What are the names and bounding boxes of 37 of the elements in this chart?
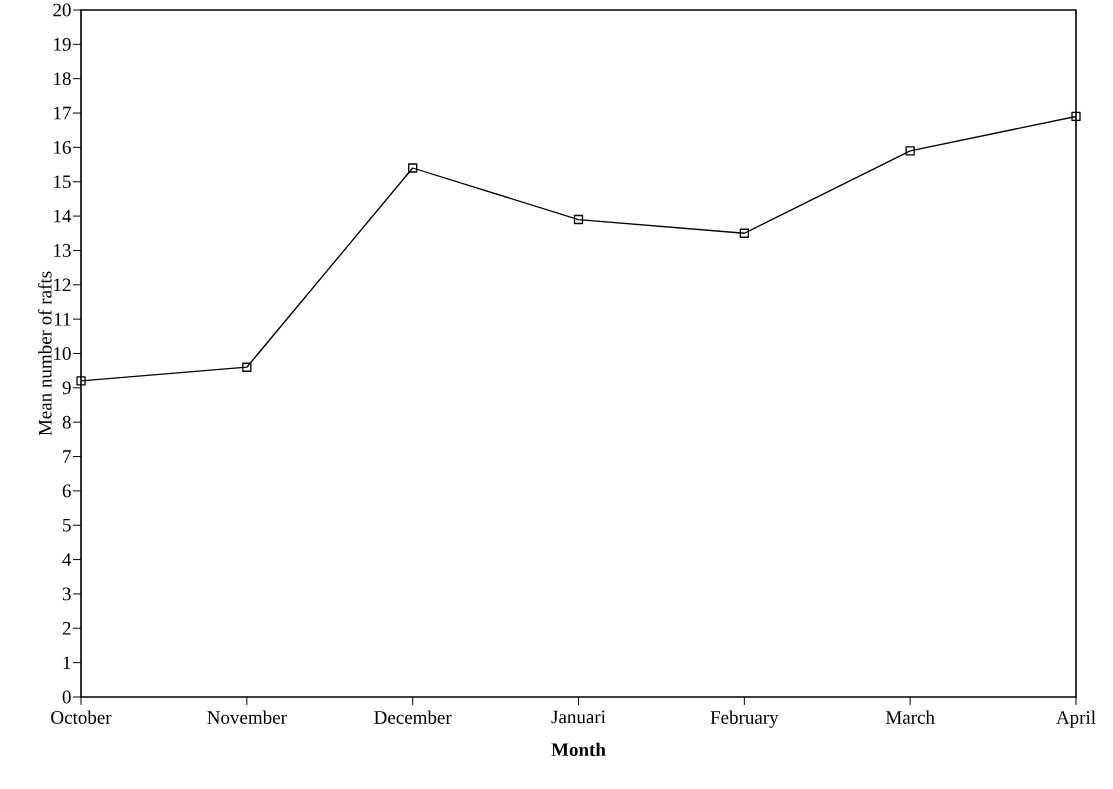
point [408, 163, 418, 173]
x-tick-label: December [374, 710, 452, 724]
x-axis-title: Month [551, 742, 606, 757]
y-tick-label: 12 [54, 278, 71, 292]
y-tick-label: 6 [62, 484, 71, 498]
point [242, 362, 252, 372]
point [905, 146, 915, 156]
y-tick-label: 19 [54, 37, 71, 51]
x-tick-label: November [207, 710, 287, 724]
point [573, 214, 584, 225]
x-tick-label: April [1056, 710, 1096, 728]
y-tick-label: 20 [53, 3, 71, 17]
y-tick-label: 9 [62, 381, 71, 395]
y-tick-label: 3 [62, 587, 71, 601]
y-tick-label: 5 [63, 518, 71, 532]
y-tick-label: 18 [54, 72, 71, 86]
x-tick-label: Januari [551, 710, 606, 724]
point [1071, 111, 1081, 122]
y-tick-label: 0 [62, 690, 71, 704]
y-tick-label: 4 [62, 553, 72, 566]
y-tick-label: 2 [62, 622, 71, 635]
y-tick-label: 7 [63, 450, 71, 463]
point [76, 376, 86, 386]
y-tick-label: 15 [54, 175, 71, 189]
x-tick-label: October [51, 710, 112, 724]
y-tick-label: 17 [54, 106, 71, 120]
y-axis-title: Mean number of rafts [38, 271, 52, 436]
y-tick-label: 10 [54, 347, 71, 360]
y-tick-label: 13 [54, 244, 71, 257]
point [739, 228, 749, 238]
y-tick-label: 1 [63, 656, 71, 669]
y-tick-label: 14 [54, 209, 72, 223]
x-tick-label: February [710, 710, 779, 728]
y-tick-label: 11 [54, 312, 71, 326]
y-tick-label: 16 [54, 141, 71, 154]
x-tick-label: March [885, 710, 935, 724]
y-tick-label: 8 [62, 415, 71, 429]
